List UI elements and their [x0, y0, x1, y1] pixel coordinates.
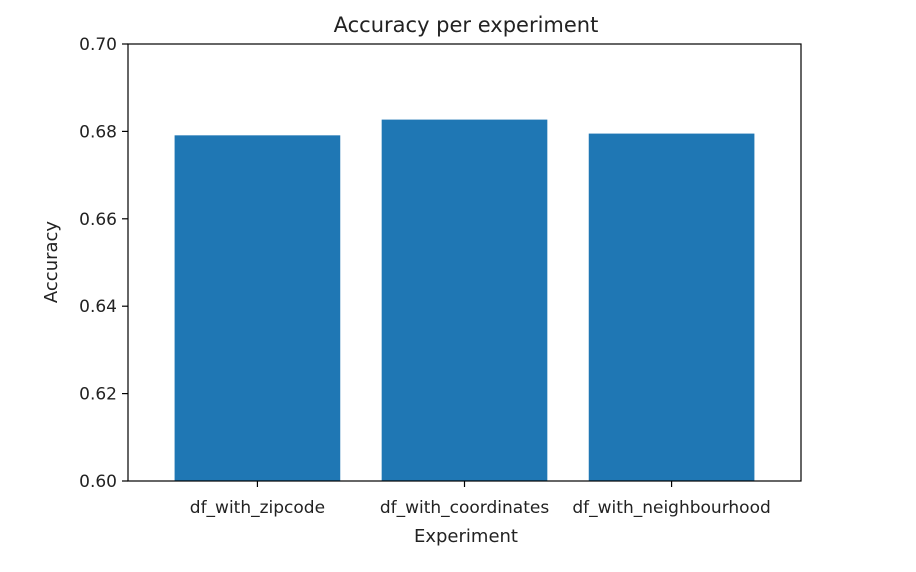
bars-group	[174, 119, 755, 481]
x-tick-label: df_with_neighbourhood	[572, 498, 770, 518]
chart-title: Accuracy per experiment	[334, 13, 599, 37]
x-tick-label: df_with_zipcode	[190, 498, 325, 518]
x-axis-label: Experiment	[414, 526, 518, 547]
y-tick-label: 0.66	[79, 210, 117, 230]
x-axis: df_with_zipcode df_with_coordinates df_wit…	[190, 481, 771, 518]
bar-df-with-coordinates	[381, 119, 548, 481]
x-tick-label: df_with_coordinates	[380, 498, 550, 518]
y-tick-label: 0.62	[79, 385, 117, 405]
y-tick-label: 0.68	[79, 122, 117, 142]
y-axis: 0.60 0.62 0.64 0.66 0.68 0.70	[79, 35, 128, 492]
bar-df-with-zipcode	[174, 135, 341, 481]
y-tick-label: 0.70	[79, 35, 117, 55]
y-axis-label: Accuracy	[41, 221, 62, 304]
y-tick-label: 0.60	[79, 472, 117, 492]
plot-frame	[127, 43, 802, 482]
y-tick-label: 0.64	[79, 297, 117, 317]
bar-df-with-neighbourhood	[588, 133, 755, 481]
